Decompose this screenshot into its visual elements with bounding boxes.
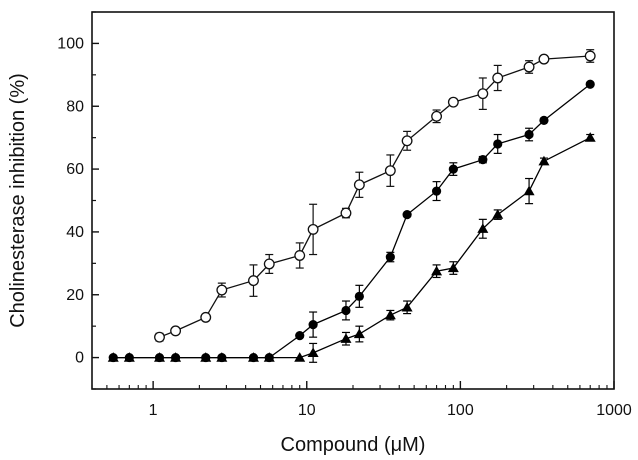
y-axis-title: Cholinesterase inhibition (%)	[7, 73, 29, 328]
series-filled-triangle	[107, 132, 596, 363]
series-line	[113, 83, 591, 359]
data-point	[294, 250, 306, 261]
data-point	[341, 305, 351, 316]
y-tick-label: 80	[66, 98, 84, 115]
data-point	[170, 352, 182, 362]
data-point	[353, 179, 365, 191]
data-point	[538, 53, 550, 65]
data-point	[200, 352, 212, 362]
data-point	[263, 258, 275, 270]
data-point	[353, 328, 365, 339]
y-tick-label: 100	[57, 35, 84, 52]
data-point	[308, 319, 318, 330]
data-point	[401, 301, 413, 312]
x-tick-label: 1	[149, 402, 158, 419]
data-point	[248, 275, 259, 287]
data-point	[107, 352, 119, 362]
data-point	[539, 115, 549, 125]
y-tick-label: 20	[66, 287, 84, 304]
data-point	[477, 223, 489, 233]
data-point	[402, 210, 412, 220]
y-tick-label: 60	[66, 161, 84, 178]
data-point	[307, 223, 319, 235]
data-point	[295, 330, 305, 341]
series-open-circle	[154, 49, 596, 343]
data-point	[523, 185, 535, 196]
data-point	[123, 352, 135, 362]
data-point	[585, 79, 595, 89]
x-tick-label: 100	[447, 402, 474, 419]
data-point	[216, 284, 228, 296]
axis-layer: 0 20 40 60 80 100 1 10 100 1000	[57, 11, 632, 419]
data-point	[263, 352, 275, 362]
data-point	[447, 262, 459, 273]
data-point	[478, 155, 488, 165]
data-point	[401, 135, 413, 147]
data-point	[340, 333, 352, 343]
data-point	[431, 110, 443, 122]
series-filled-circle	[108, 79, 595, 363]
data-point	[523, 61, 535, 73]
data-point	[384, 165, 396, 177]
series-line	[113, 137, 591, 359]
data-point	[584, 50, 596, 62]
data-point	[340, 207, 352, 219]
data-point	[431, 265, 443, 276]
data-point	[354, 291, 364, 301]
data-point	[448, 164, 458, 174]
data-point	[247, 352, 259, 362]
data-point	[307, 347, 319, 357]
data-point	[153, 352, 165, 362]
x-tick-label: 1000	[596, 402, 632, 419]
x-axis-title: Compound (μM)	[281, 434, 426, 456]
data-point	[384, 309, 396, 320]
data-point	[154, 331, 165, 343]
y-tick-label: 0	[75, 350, 84, 367]
data-point	[200, 311, 212, 323]
data-point	[493, 139, 503, 149]
data-point	[294, 352, 306, 362]
data-point	[385, 252, 395, 262]
data-point	[492, 72, 504, 84]
series-line	[159, 55, 591, 338]
data-point	[447, 96, 459, 108]
data-point	[216, 352, 228, 362]
data-point	[492, 209, 504, 219]
data-point	[524, 129, 534, 140]
data-point	[538, 155, 550, 166]
x-tick-label: 10	[298, 402, 316, 419]
data-point	[477, 88, 489, 100]
series-layer	[107, 49, 596, 363]
data-point	[170, 325, 182, 337]
y-tick-label: 40	[66, 224, 84, 241]
data-point	[431, 186, 442, 196]
data-point	[584, 132, 596, 142]
